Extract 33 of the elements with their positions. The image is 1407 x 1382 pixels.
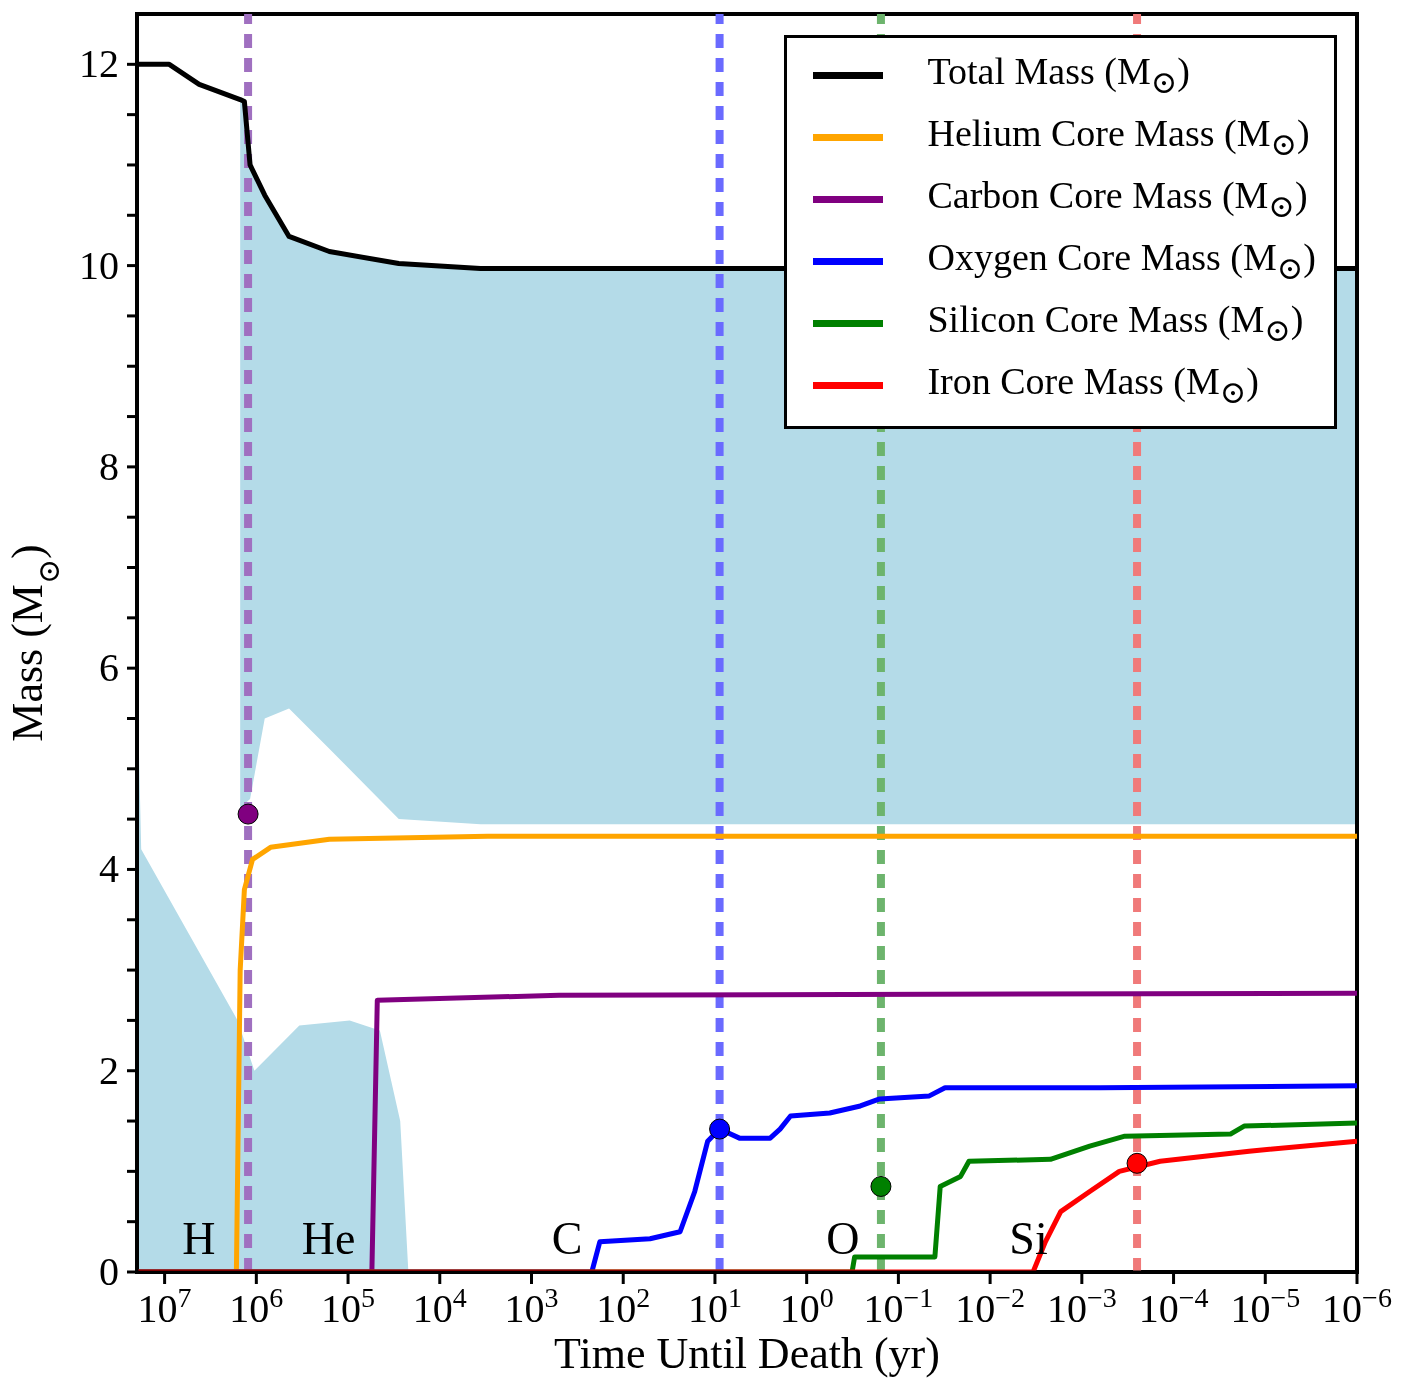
annotation: C: [551, 1213, 583, 1264]
y-tick-label: 6: [99, 645, 119, 691]
y-tick-label: 4: [99, 846, 119, 892]
annotation: Si: [1009, 1213, 1048, 1264]
x-tick-label: 10$^{3}$: [504, 1281, 559, 1331]
x-tick-label: 10$^{1}$: [687, 1281, 742, 1331]
legend-label: Oxygen Core Mass (M$_{⊙}$): [927, 235, 1316, 287]
x-tick-label: 10$^{−5}$: [1230, 1281, 1301, 1331]
x-tick-label: 10$^{−6}$: [1322, 1281, 1392, 1331]
annotation: H: [182, 1213, 216, 1264]
x-tick-label: 10$^{−3}$: [1046, 1281, 1117, 1331]
y-tick-label: 8: [99, 443, 119, 489]
x-axis-title: Time Until Death (yr): [554, 1329, 940, 1378]
legend-label: Iron Core Mass (M$_{⊙}$): [927, 359, 1259, 411]
y-tick-label: 10: [79, 242, 119, 288]
legend-label: Total Mass (M$_{⊙}$): [927, 49, 1190, 101]
x-tick-label: 10$^{−4}$: [1138, 1281, 1209, 1331]
y-tick-label: 12: [79, 41, 119, 87]
x-tick-label: 10$^{7}$: [137, 1281, 192, 1331]
x-tick-label: 10$^{6}$: [229, 1281, 284, 1331]
legend-label: Silicon Core Mass (M$_{⊙}$): [927, 297, 1304, 349]
y-tick-label: 2: [99, 1047, 119, 1093]
legend-label: Carbon Core Mass (M$_{⊙}$): [927, 173, 1308, 225]
x-tick-label: 10$^{4}$: [412, 1281, 467, 1331]
y-tick-label: 0: [99, 1249, 119, 1294]
annotation: He: [301, 1213, 356, 1264]
x-tick-label: 10$^{−1}$: [863, 1281, 934, 1331]
legend-label: Helium Core Mass (M$_{⊙}$): [927, 111, 1310, 163]
x-tick-label: 10$^{−2}$: [955, 1281, 1026, 1331]
x-tick-label: 10$^{2}$: [596, 1281, 651, 1331]
annotation: O: [826, 1213, 860, 1264]
x-tick-label: 10$^{0}$: [779, 1281, 834, 1331]
x-tick-label: 10$^{5}$: [321, 1281, 376, 1331]
